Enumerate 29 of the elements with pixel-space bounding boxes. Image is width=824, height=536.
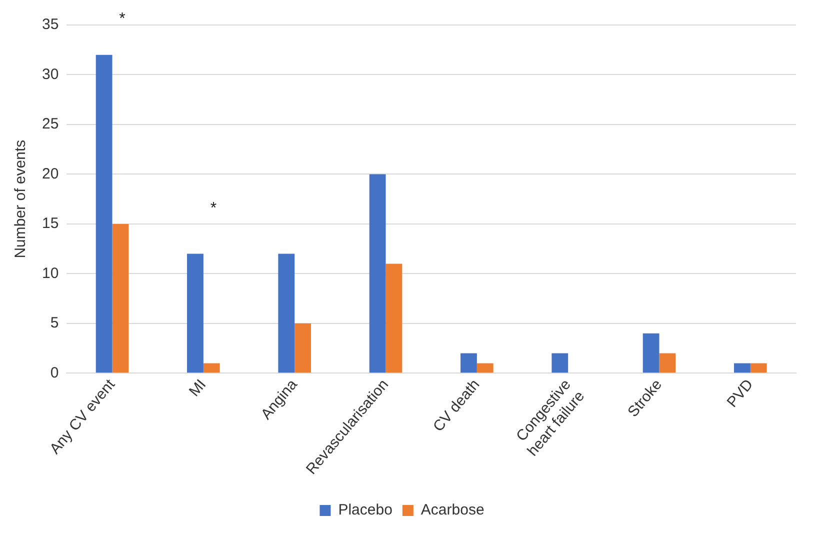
y-tick-label: 15 bbox=[42, 215, 59, 232]
legend-label: Acarbose bbox=[420, 502, 484, 519]
y-tick-label: 20 bbox=[42, 165, 59, 182]
bar bbox=[203, 363, 220, 373]
bar bbox=[734, 363, 750, 373]
annotation: * bbox=[210, 200, 217, 218]
bar bbox=[659, 353, 676, 373]
bar bbox=[642, 333, 660, 373]
y-tick-label: 5 bbox=[50, 314, 59, 332]
bar bbox=[369, 174, 386, 373]
y-tick-label: 10 bbox=[42, 264, 59, 282]
bar bbox=[96, 54, 112, 373]
y-axis-title: Number of events bbox=[12, 140, 30, 258]
y-tick-label: 35 bbox=[42, 16, 59, 34]
bar bbox=[112, 224, 129, 373]
y-tick-label: 30 bbox=[42, 66, 59, 83]
y-tick-label: 0 bbox=[50, 364, 59, 382]
bar bbox=[476, 363, 494, 373]
bar bbox=[750, 363, 767, 373]
bar bbox=[552, 353, 568, 373]
legend-label: Placebo bbox=[338, 502, 392, 519]
annotation: * bbox=[119, 10, 126, 28]
bar bbox=[187, 254, 204, 373]
bar bbox=[386, 264, 402, 373]
bar bbox=[278, 254, 295, 373]
bar bbox=[460, 353, 477, 373]
bar bbox=[294, 323, 312, 373]
x-tick-label: MI bbox=[186, 376, 210, 400]
y-tick-label: 25 bbox=[42, 116, 59, 133]
